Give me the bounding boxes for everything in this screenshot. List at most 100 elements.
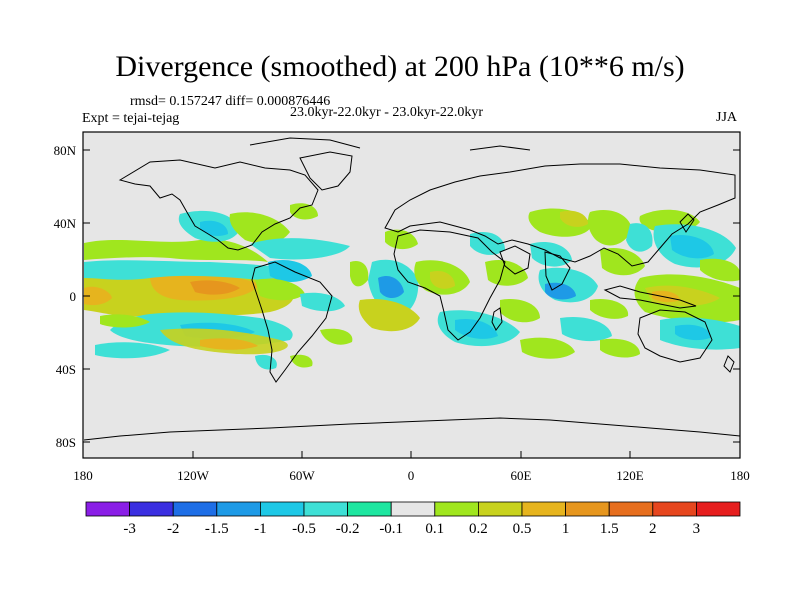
- colorbar-swatch: [565, 501, 610, 517]
- field-positive: [600, 338, 640, 358]
- coast-greenland: [299, 151, 353, 191]
- colorbar: -3 -2 -1.5 -1 -0.5 -0.2 -0.1 0.1 0.2 0.5 1 1.5 2 3: [85, 501, 741, 537]
- colorbar-label: 1.5: [600, 521, 619, 537]
- colorbar-label: 1: [562, 521, 570, 537]
- lon-tick-label: 0: [408, 468, 415, 483]
- colorbar-label: -2: [167, 521, 180, 537]
- field-positive: [520, 337, 575, 359]
- field-positive: [385, 229, 418, 250]
- field-positive: [485, 259, 528, 286]
- coastlines: [83, 137, 741, 441]
- field-positive-strong: [560, 210, 588, 227]
- field-positive-strong: [200, 338, 258, 350]
- lon-tick-label: 120E: [616, 468, 644, 483]
- colorbar-swatch: [608, 501, 654, 517]
- colorbar-swatch: [434, 501, 479, 517]
- colorbar-swatch: [216, 501, 261, 517]
- field-positive: [290, 354, 313, 368]
- colorbar-swatch: [259, 501, 305, 517]
- field-negative-strong: [675, 324, 711, 341]
- field-positive-max: [190, 280, 240, 295]
- coast-north-america: [118, 159, 319, 251]
- colorbar-label: 3: [693, 521, 701, 537]
- field-positive-max: [652, 290, 680, 303]
- coast-south-america: [251, 261, 333, 383]
- lat-tick-label: 40S: [56, 362, 76, 377]
- colorbar-swatch: [477, 501, 523, 517]
- field-negative: [626, 223, 653, 252]
- colorbar-label: -3: [123, 521, 136, 537]
- field-negative-strong: [378, 275, 404, 298]
- field-negative-strong: [670, 234, 714, 259]
- colorbar-swatch: [172, 501, 218, 517]
- colorbar-swatch: [696, 501, 741, 517]
- field-positive: [358, 298, 420, 332]
- lon-axis: 180 120W 60W 0 60E 120E 180: [73, 451, 750, 483]
- lon-tick-label: 60E: [511, 468, 532, 483]
- lat-tick-label: 80S: [56, 435, 76, 450]
- field-positive: [500, 298, 540, 323]
- lat-tick-label: 0: [70, 289, 77, 304]
- field-positive: [100, 314, 150, 328]
- field-positive: [320, 328, 353, 345]
- colorbar-swatch: [85, 501, 130, 517]
- field-positive: [84, 239, 268, 262]
- colorbar-swatch: [652, 501, 697, 517]
- coast-eurasia: [384, 163, 736, 267]
- colorbar-label: -1: [254, 521, 267, 537]
- period-label: 23.0kyr-22.0kyr - 23.0kyr-22.0kyr: [290, 105, 484, 120]
- lat-tick-label: 40N: [54, 216, 77, 231]
- coast-madagascar: [491, 307, 503, 331]
- field-negative-strong: [268, 259, 312, 282]
- colorbar-label: 0.5: [513, 521, 532, 537]
- field-negative: [250, 238, 350, 260]
- coast-africa: [393, 229, 506, 341]
- field-negative: [470, 231, 505, 255]
- experiment-label: Expt = tejai-tejag: [82, 111, 180, 126]
- field-positive: [590, 298, 629, 319]
- divergence-fields: [84, 203, 740, 370]
- plot-title: Divergence (smoothed) at 200 hPa (10**6 …: [115, 50, 685, 83]
- field-positive: [588, 210, 632, 246]
- field-positive: [229, 212, 290, 244]
- coast-antarctica: [83, 417, 741, 441]
- field-negative: [560, 316, 612, 342]
- lon-tick-label: 180: [730, 468, 750, 483]
- colorbar-label: 0.2: [469, 521, 488, 537]
- colorbar-swatch: [347, 501, 392, 517]
- coast-indonesia: [603, 285, 697, 309]
- field-negative: [300, 292, 345, 312]
- colorbar-label: -0.2: [336, 521, 360, 537]
- coast-arctic: [249, 137, 361, 149]
- field-negative-strong: [455, 318, 498, 339]
- field-positive-strong: [430, 270, 455, 289]
- coast-arabia: [499, 245, 531, 275]
- colorbar-label: 2: [649, 521, 657, 537]
- field-negative-strong: [545, 282, 576, 300]
- field-negative-strong: [200, 220, 228, 236]
- colorbar-swatch: [390, 501, 436, 517]
- field-positive: [600, 247, 645, 276]
- colorbar-label: -1.5: [205, 521, 229, 537]
- colorbar-swatch: [129, 501, 174, 517]
- lon-tick-label: 60W: [289, 468, 315, 483]
- colorbar-label: -0.1: [379, 521, 403, 537]
- lon-tick-label: 120W: [177, 468, 210, 483]
- coast-india: [544, 251, 571, 291]
- field-positive: [290, 203, 318, 220]
- field-positive: [255, 278, 305, 301]
- colorbar-swatch: [521, 501, 566, 517]
- coast-new-zealand: [723, 355, 735, 373]
- colorbar-swatch: [303, 501, 348, 517]
- colorbar-label: 0.1: [425, 521, 444, 537]
- field-positive: [350, 260, 369, 287]
- coast-arctic-2: [469, 145, 531, 151]
- field-positive-strong: [84, 286, 112, 306]
- lon-tick-label: 180: [73, 468, 93, 483]
- lat-tick-label: 80N: [54, 143, 77, 158]
- rmsd-diff-text: rmsd= 0.157247 diff= 0.000876446: [130, 94, 331, 109]
- season-label: JJA: [716, 110, 738, 125]
- coast-australia: [637, 309, 713, 363]
- field-negative: [95, 342, 170, 359]
